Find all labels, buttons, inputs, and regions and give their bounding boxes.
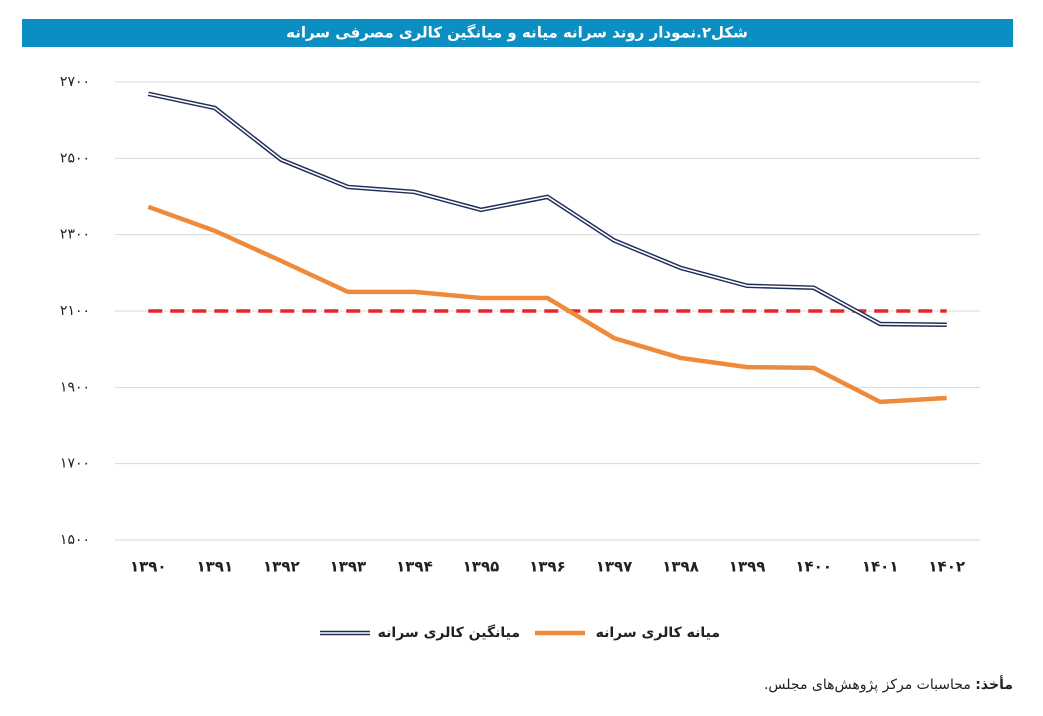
x-tick-label: ۱۳۹۰ xyxy=(130,558,167,576)
chart-title: شکل۲.نمودار روند سرانه میانه و میانگین ک… xyxy=(286,24,748,42)
x-tick-label: ۱۳۹۲ xyxy=(263,558,300,576)
y-tick-label: ۱۵۰۰ xyxy=(60,532,90,548)
x-tick-label: ۱۳۹۶ xyxy=(529,558,566,576)
y-tick-label: ۲۳۰۰ xyxy=(60,227,90,243)
legend-label: میانگین کالری سرانه xyxy=(378,624,520,641)
x-tick-label: ۱۳۹۹ xyxy=(729,558,766,576)
y-tick-label: ۱۷۰۰ xyxy=(60,456,90,472)
source-text: محاسبات مرکز پژوهش‌های مجلس. xyxy=(764,677,971,693)
x-tick-label: ۱۳۹۸ xyxy=(662,558,699,576)
legend-label: میانه کالری سرانه xyxy=(596,625,720,641)
x-tick-label: ۱۳۹۷ xyxy=(596,558,633,576)
x-tick-label: ۱۳۹۵ xyxy=(463,558,500,576)
y-tick-label: ۲۵۰۰ xyxy=(60,150,90,166)
source: مأخذ: محاسبات مرکز پژوهش‌های مجلس. xyxy=(764,675,1013,693)
x-tick-label: ۱۳۹۱ xyxy=(196,558,233,576)
y-tick-label: ۲۱۰۰ xyxy=(60,303,90,319)
y-tick-label: ۲۷۰۰ xyxy=(60,74,90,90)
x-tick-label: ۱۳۹۴ xyxy=(396,558,433,576)
series-line xyxy=(147,91,947,327)
title-bar xyxy=(22,19,1013,47)
x-tick-label: ۱۴۰۲ xyxy=(928,558,965,576)
x-tick-label: ۱۴۰۰ xyxy=(795,558,832,576)
x-tick-label: ۱۳۹۳ xyxy=(330,558,367,576)
x-tick-label: ۱۴۰۱ xyxy=(862,558,899,576)
source-label: مأخذ: xyxy=(975,675,1013,693)
y-tick-label: ۱۹۰۰ xyxy=(60,379,90,395)
series-line-inner xyxy=(148,93,947,326)
series-line xyxy=(147,204,947,405)
